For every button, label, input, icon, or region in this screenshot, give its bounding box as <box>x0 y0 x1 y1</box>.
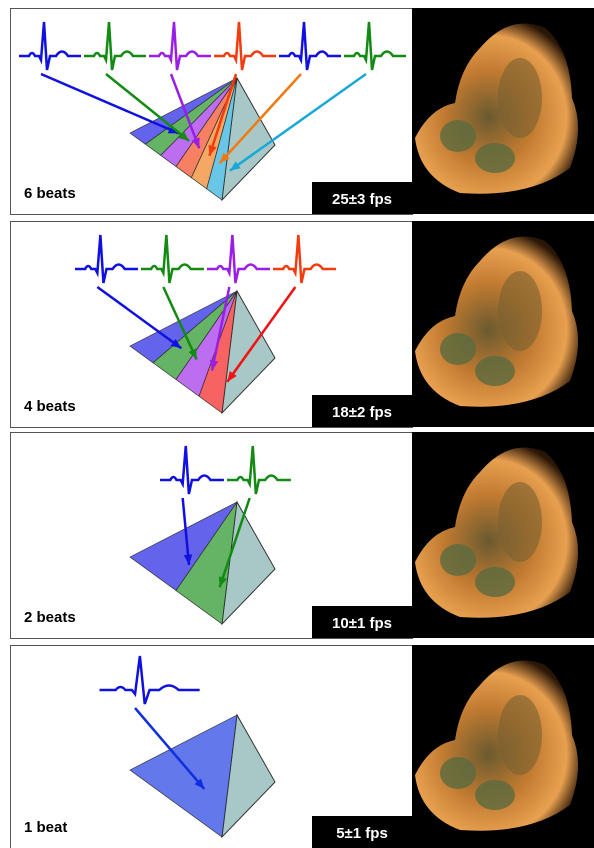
arrow <box>169 73 201 149</box>
fps-label: 5±1 fps <box>336 825 388 842</box>
ecg-beat <box>344 21 406 71</box>
pyramid-sector <box>175 501 238 625</box>
ecg-beat <box>273 234 336 284</box>
arrow-head <box>209 359 219 371</box>
arrow <box>40 72 180 135</box>
pyramid-sector <box>129 714 238 838</box>
panel: 2 beats 10±1 fps <box>10 432 594 639</box>
arrow <box>218 497 251 588</box>
pyramid-sector <box>206 77 238 201</box>
echo-chamber <box>498 695 542 775</box>
ecg-beat <box>99 655 200 705</box>
arrow <box>229 72 367 172</box>
panel: 4 beats 18±2 fps <box>10 221 594 428</box>
arrow-head <box>188 348 197 360</box>
echo-chamber <box>475 356 515 386</box>
echo-chamber <box>440 757 476 789</box>
ecg-beat <box>279 21 341 71</box>
echo-chamber <box>475 143 515 173</box>
fps-box <box>312 816 412 848</box>
arrow-head <box>194 778 205 789</box>
arrow <box>134 707 206 790</box>
ecg-beat <box>227 445 291 495</box>
echo-chamber <box>440 120 476 152</box>
ecg-beat <box>214 21 276 71</box>
beats-label: 4 beats <box>24 398 76 415</box>
arrow <box>96 285 183 350</box>
fps-box <box>312 606 412 638</box>
fps-label: 10±1 fps <box>332 615 392 632</box>
ecg-beat <box>149 21 211 71</box>
echo-chamber <box>498 58 542 138</box>
echo-chamber <box>440 333 476 365</box>
ecg-beat <box>75 234 138 284</box>
arrow-head <box>170 338 182 349</box>
arrow-head <box>178 131 189 141</box>
ecg-beat <box>84 21 146 71</box>
ecg-beat <box>160 445 224 495</box>
ecg-beat <box>19 21 81 71</box>
fps-label: 25±3 fps <box>332 191 392 208</box>
arrow-head <box>218 576 227 588</box>
echo-chamber <box>475 567 515 597</box>
ecg-beat <box>141 234 204 284</box>
arrow-head <box>229 161 241 171</box>
arrow <box>208 73 238 157</box>
arrow-head <box>208 144 217 156</box>
beats-label: 1 beat <box>24 819 67 836</box>
echo-chamber <box>498 271 542 351</box>
arrow-head <box>227 371 237 382</box>
arrow-head <box>183 554 193 565</box>
arrow <box>181 497 191 565</box>
echo-chamber <box>475 780 515 810</box>
fps-box <box>312 182 412 214</box>
arrow <box>226 286 297 383</box>
beats-label: 6 beats <box>24 185 76 202</box>
beats-label: 2 beats <box>24 609 76 626</box>
panel: 1 beat 5±1 fps <box>10 645 594 848</box>
arrow <box>105 73 190 142</box>
arrow <box>218 73 302 165</box>
panel: 6 beats 25±3 fps <box>10 8 594 215</box>
echo-chamber <box>440 544 476 576</box>
ecg-beat <box>207 234 270 284</box>
fps-box <box>312 395 412 427</box>
arrow-head <box>219 152 230 164</box>
fps-label: 18±2 fps <box>332 404 392 421</box>
echo-chamber <box>498 482 542 562</box>
arrow <box>162 286 198 360</box>
arrow <box>210 286 231 371</box>
arrow-head <box>191 137 200 149</box>
